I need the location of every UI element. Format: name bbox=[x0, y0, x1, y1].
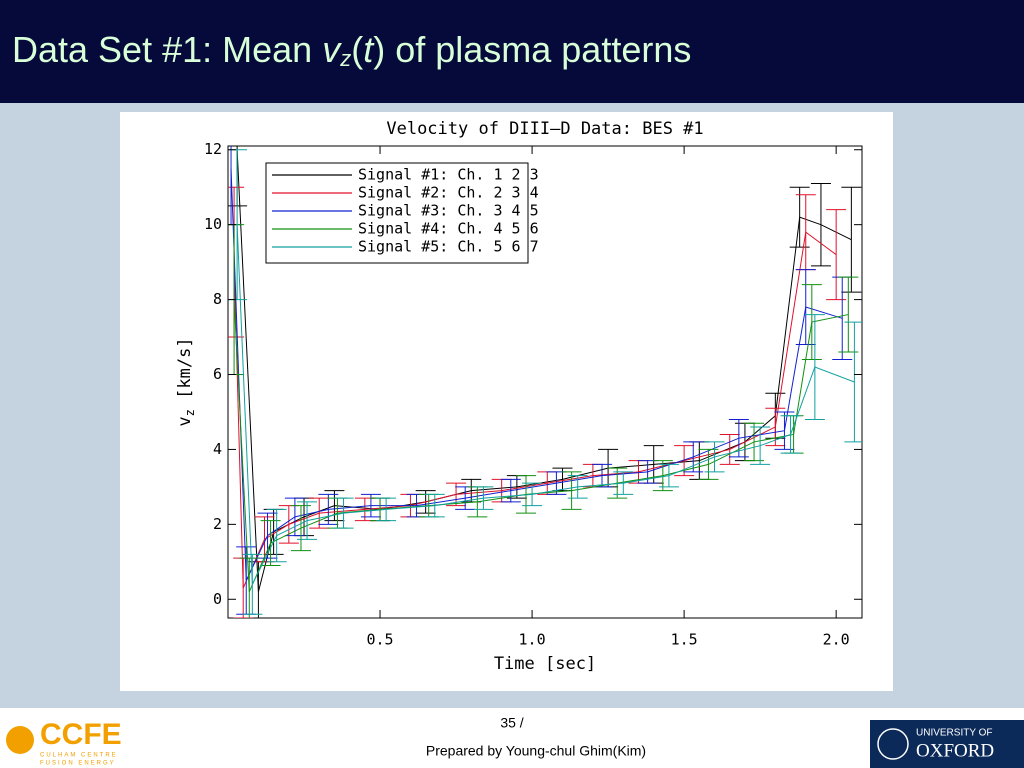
page-number: 35 / bbox=[500, 715, 523, 731]
y-axis-label: vz [km/s] bbox=[175, 337, 197, 426]
legend-label: Signal #1: Ch. 1 2 3 bbox=[358, 166, 539, 184]
ccfe-line1: CULHAM CENTRE bbox=[40, 753, 118, 759]
y-tick-label: 8 bbox=[213, 290, 222, 308]
plot-frame bbox=[227, 145, 863, 619]
oxford-crest bbox=[877, 728, 909, 760]
x-tick-label: 0.5 bbox=[366, 631, 393, 649]
axes: 0.5 1.0 1.5 2.0 0 2 4 6 8 10 12 bbox=[204, 140, 862, 649]
oxford-line2: OXFORD bbox=[916, 740, 994, 761]
header-bar bbox=[0, 0, 1024, 103]
x-axis-label: Time [sec] bbox=[494, 654, 596, 674]
ccfe-logo: CCFE CULHAM CENTRE FUSION ENERGY bbox=[6, 718, 122, 767]
x-tick-label: 1.5 bbox=[671, 631, 698, 649]
legend-label: Signal #2: Ch. 2 3 4 bbox=[358, 184, 539, 202]
slide-title: Data Set #1: Mean vz(t) of plasma patter… bbox=[12, 29, 691, 71]
y-tick-label: 10 bbox=[204, 215, 222, 233]
plot-area bbox=[228, 146, 862, 618]
ccfe-name: CCFE bbox=[40, 718, 122, 751]
oxford-box bbox=[870, 720, 1024, 768]
y-tick-label: 0 bbox=[213, 590, 222, 608]
footer-text: Prepared by Young-chul Ghim(Kim) bbox=[426, 743, 646, 759]
legend-label: Signal #4: Ch. 4 5 6 bbox=[358, 220, 539, 238]
x-tick-label: 1.0 bbox=[519, 631, 546, 649]
y-tick-label: 12 bbox=[204, 140, 222, 158]
chart-title: Velocity of DIII–D Data: BES #1 bbox=[386, 119, 703, 139]
legend-label: Signal #3: Ch. 3 4 5 bbox=[358, 202, 539, 220]
oxford-line1: UNIVERSITY OF bbox=[916, 728, 993, 739]
y-tick-label: 6 bbox=[213, 365, 222, 383]
ccfe-emblem bbox=[6, 726, 34, 754]
ccfe-line2: FUSION ENERGY bbox=[40, 761, 116, 767]
footer-bar bbox=[0, 708, 1024, 768]
x-tick-label: 2.0 bbox=[823, 631, 850, 649]
legend-label: Signal #5: Ch. 5 6 7 bbox=[358, 238, 539, 256]
legend-box bbox=[265, 162, 529, 264]
y-tick-label: 4 bbox=[213, 440, 222, 458]
y-tick-label: 2 bbox=[213, 515, 222, 533]
oxford-logo: UNIVERSITY OF OXFORD bbox=[870, 720, 1024, 768]
